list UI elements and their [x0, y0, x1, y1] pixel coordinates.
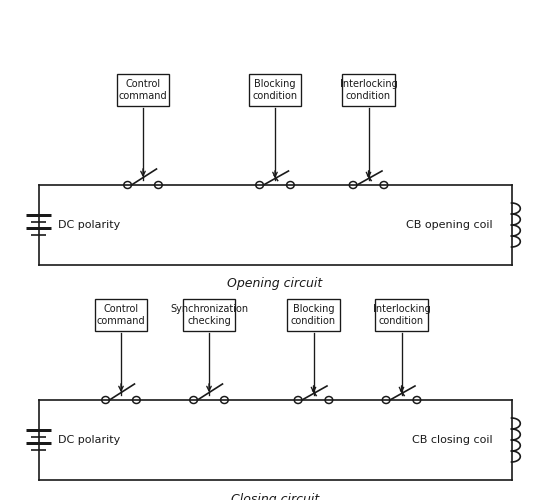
FancyBboxPatch shape: [183, 299, 235, 332]
FancyBboxPatch shape: [249, 74, 301, 106]
FancyBboxPatch shape: [117, 74, 169, 106]
Text: Opening circuit: Opening circuit: [227, 278, 323, 290]
Text: Blocking
condition: Blocking condition: [252, 79, 298, 101]
Text: Interlocking
condition: Interlocking condition: [373, 304, 430, 326]
FancyBboxPatch shape: [342, 74, 395, 106]
Text: Control
command: Control command: [119, 79, 167, 101]
Text: Blocking
condition: Blocking condition: [291, 304, 336, 326]
FancyBboxPatch shape: [95, 299, 147, 332]
FancyBboxPatch shape: [287, 299, 339, 332]
Text: CB closing coil: CB closing coil: [411, 435, 492, 445]
Text: Closing circuit: Closing circuit: [231, 492, 319, 500]
Text: CB opening coil: CB opening coil: [406, 220, 492, 230]
Text: Synchronization
checking: Synchronization checking: [170, 304, 248, 326]
Text: Control
command: Control command: [97, 304, 145, 326]
FancyBboxPatch shape: [375, 299, 428, 332]
Text: DC polarity: DC polarity: [58, 435, 120, 445]
Text: DC polarity: DC polarity: [58, 220, 120, 230]
Text: Interlocking
condition: Interlocking condition: [340, 79, 397, 101]
